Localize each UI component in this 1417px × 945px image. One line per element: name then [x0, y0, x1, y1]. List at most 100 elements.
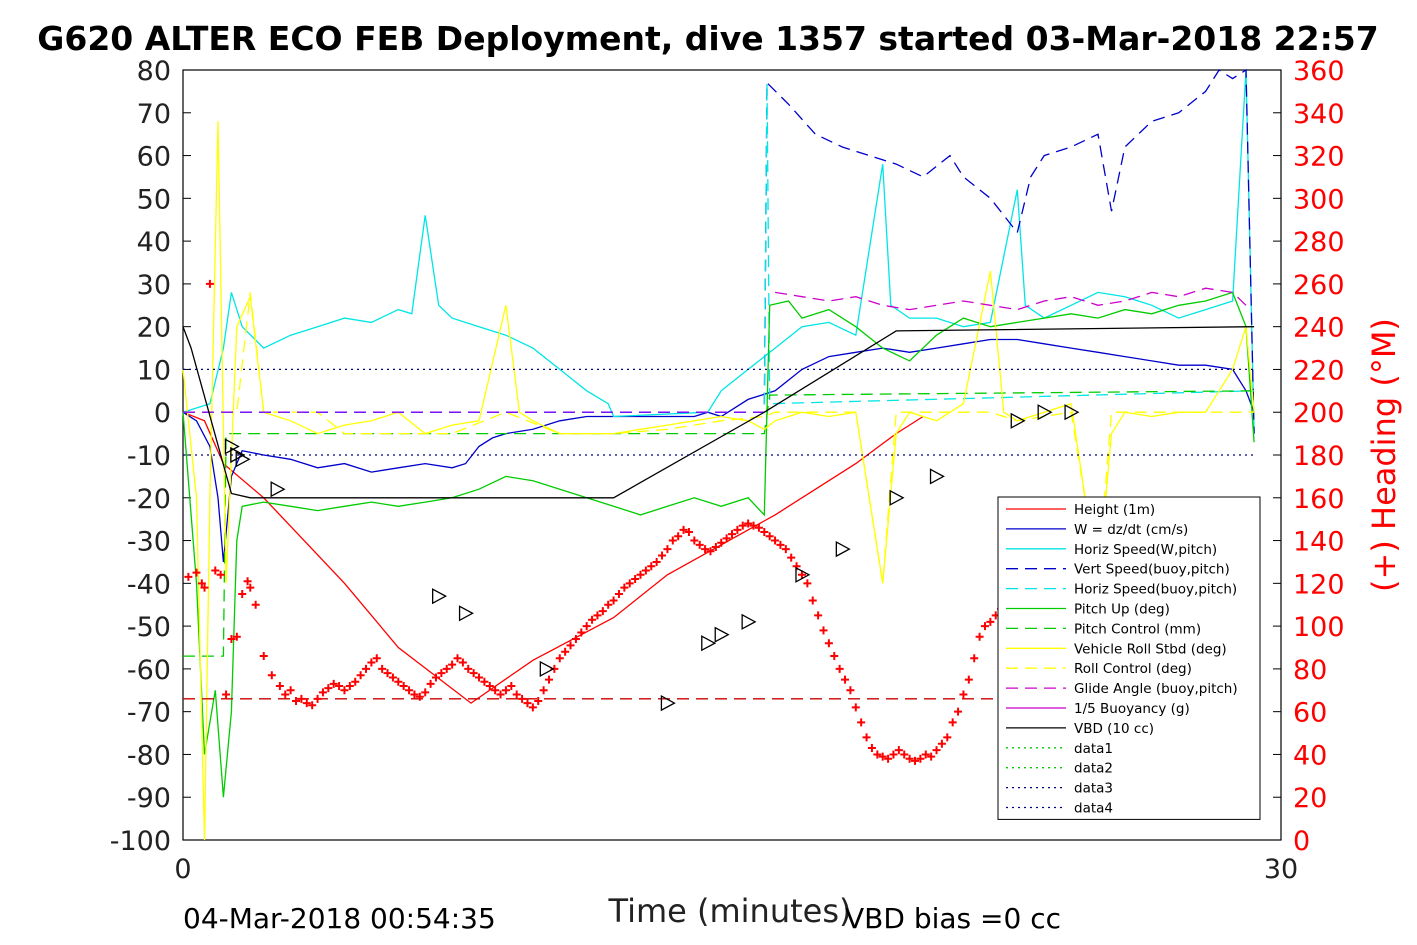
- heading-marker: [760, 528, 769, 536]
- right-tick-label: 100: [1293, 612, 1345, 643]
- turn-marker: [270, 481, 286, 498]
- heading-marker: [668, 536, 677, 545]
- heading-marker: [275, 682, 284, 690]
- turn-marker: [660, 695, 676, 712]
- heading-marker: [733, 525, 742, 534]
- heading-marker: [867, 744, 876, 753]
- heading-marker: [932, 746, 941, 755]
- left-tick-label: -100: [110, 826, 171, 857]
- heading-marker: [722, 534, 731, 543]
- heading-marker: [388, 673, 397, 682]
- heading-marker: [711, 542, 720, 551]
- heading-marker: [491, 686, 500, 695]
- legend-label: Roll Control (deg): [1074, 661, 1192, 677]
- right-tick-label: 280: [1293, 227, 1345, 258]
- heading-marker: [222, 690, 231, 699]
- heading-marker: [534, 696, 543, 705]
- heading-marker: [528, 703, 537, 712]
- heading-marker: [787, 553, 796, 562]
- heading-marker: [819, 626, 828, 635]
- turn-marker: [741, 613, 757, 630]
- heading-marker: [916, 754, 925, 763]
- heading-marker: [841, 675, 850, 684]
- heading-marker: [211, 566, 220, 575]
- heading-marker: [765, 532, 774, 541]
- series-line-8: [183, 292, 1255, 584]
- footer-timestamp: 04-Mar-2018 00:54:35: [183, 902, 496, 935]
- heading-marker: [501, 686, 510, 695]
- legend-label: VBD (10 cc): [1074, 721, 1154, 737]
- left-tick-label: 20: [137, 313, 171, 344]
- heading-marker: [631, 575, 640, 584]
- left-tick-label: 50: [137, 184, 171, 215]
- legend-label: data1: [1074, 741, 1113, 757]
- heading-marker: [561, 647, 570, 656]
- heading-marker: [448, 660, 457, 669]
- x-tick-label: 0: [174, 854, 191, 885]
- heading-marker: [302, 699, 311, 708]
- heading-marker: [475, 673, 484, 682]
- heading-marker: [394, 677, 403, 686]
- heading-marker: [857, 718, 866, 727]
- heading-marker: [582, 622, 591, 631]
- right-tick-label: 0: [1293, 826, 1310, 857]
- heading-marker: [824, 639, 833, 648]
- heading-marker: [652, 557, 661, 566]
- heading-marker: [485, 682, 494, 690]
- turn-marker: [432, 588, 448, 605]
- right-tick-label: 80: [1293, 655, 1327, 686]
- heading-marker: [426, 679, 435, 688]
- heading-marker: [496, 690, 505, 699]
- right-tick-label: 220: [1293, 355, 1345, 386]
- heading-marker: [340, 686, 349, 695]
- heading-marker: [598, 607, 607, 616]
- legend-label: data2: [1074, 761, 1113, 777]
- turn-marker: [458, 605, 474, 622]
- heading-marker: [695, 540, 704, 549]
- left-tick-label: 40: [137, 227, 171, 258]
- heading-marker: [259, 652, 268, 661]
- heading-marker: [267, 671, 276, 680]
- heading-marker: [577, 628, 586, 637]
- heading-marker: [216, 570, 225, 579]
- heading-marker: [728, 530, 736, 539]
- heading-marker: [405, 686, 414, 695]
- legend-label: data4: [1074, 801, 1113, 817]
- heading-marker: [684, 528, 693, 536]
- heading-marker: [609, 596, 618, 605]
- heading-marker: [458, 658, 467, 667]
- heading-marker: [905, 754, 914, 763]
- legend-label: Horiz Speed(buoy,pitch): [1074, 582, 1237, 598]
- heading-marker: [362, 664, 370, 673]
- series-line-2: [182, 69, 1255, 434]
- right-tick-label: 240: [1293, 313, 1345, 344]
- turn-marker: [539, 660, 555, 677]
- turn-marker: [795, 566, 811, 583]
- turn-marker: [701, 635, 717, 652]
- heading-marker: [980, 622, 989, 631]
- heading-marker: [771, 536, 780, 545]
- heading-marker: [970, 654, 979, 663]
- heading-marker: [873, 750, 882, 759]
- heading-marker: [808, 596, 817, 605]
- heading-marker: [948, 718, 957, 727]
- right-tick-label: 300: [1293, 184, 1345, 215]
- left-tick-label: -10: [127, 441, 171, 472]
- legend-box: [997, 496, 1261, 820]
- heading-marker: [238, 590, 247, 599]
- legend-label: Vehicle Roll Stbd (deg): [1074, 641, 1227, 657]
- left-tick-label: -90: [127, 783, 171, 814]
- heading-marker: [469, 669, 478, 678]
- heading-marker: [286, 686, 295, 695]
- heading-marker: [674, 532, 683, 541]
- heading-marker: [959, 690, 968, 699]
- heading-marker: [571, 634, 580, 643]
- heading-marker: [539, 686, 548, 695]
- heading-marker: [566, 641, 575, 650]
- right-tick-label: 40: [1293, 740, 1327, 771]
- heading-marker: [437, 669, 446, 678]
- heading-marker: [512, 690, 521, 699]
- heading-marker: [911, 756, 919, 765]
- turn-marker: [1037, 404, 1053, 421]
- heading-marker: [324, 684, 333, 693]
